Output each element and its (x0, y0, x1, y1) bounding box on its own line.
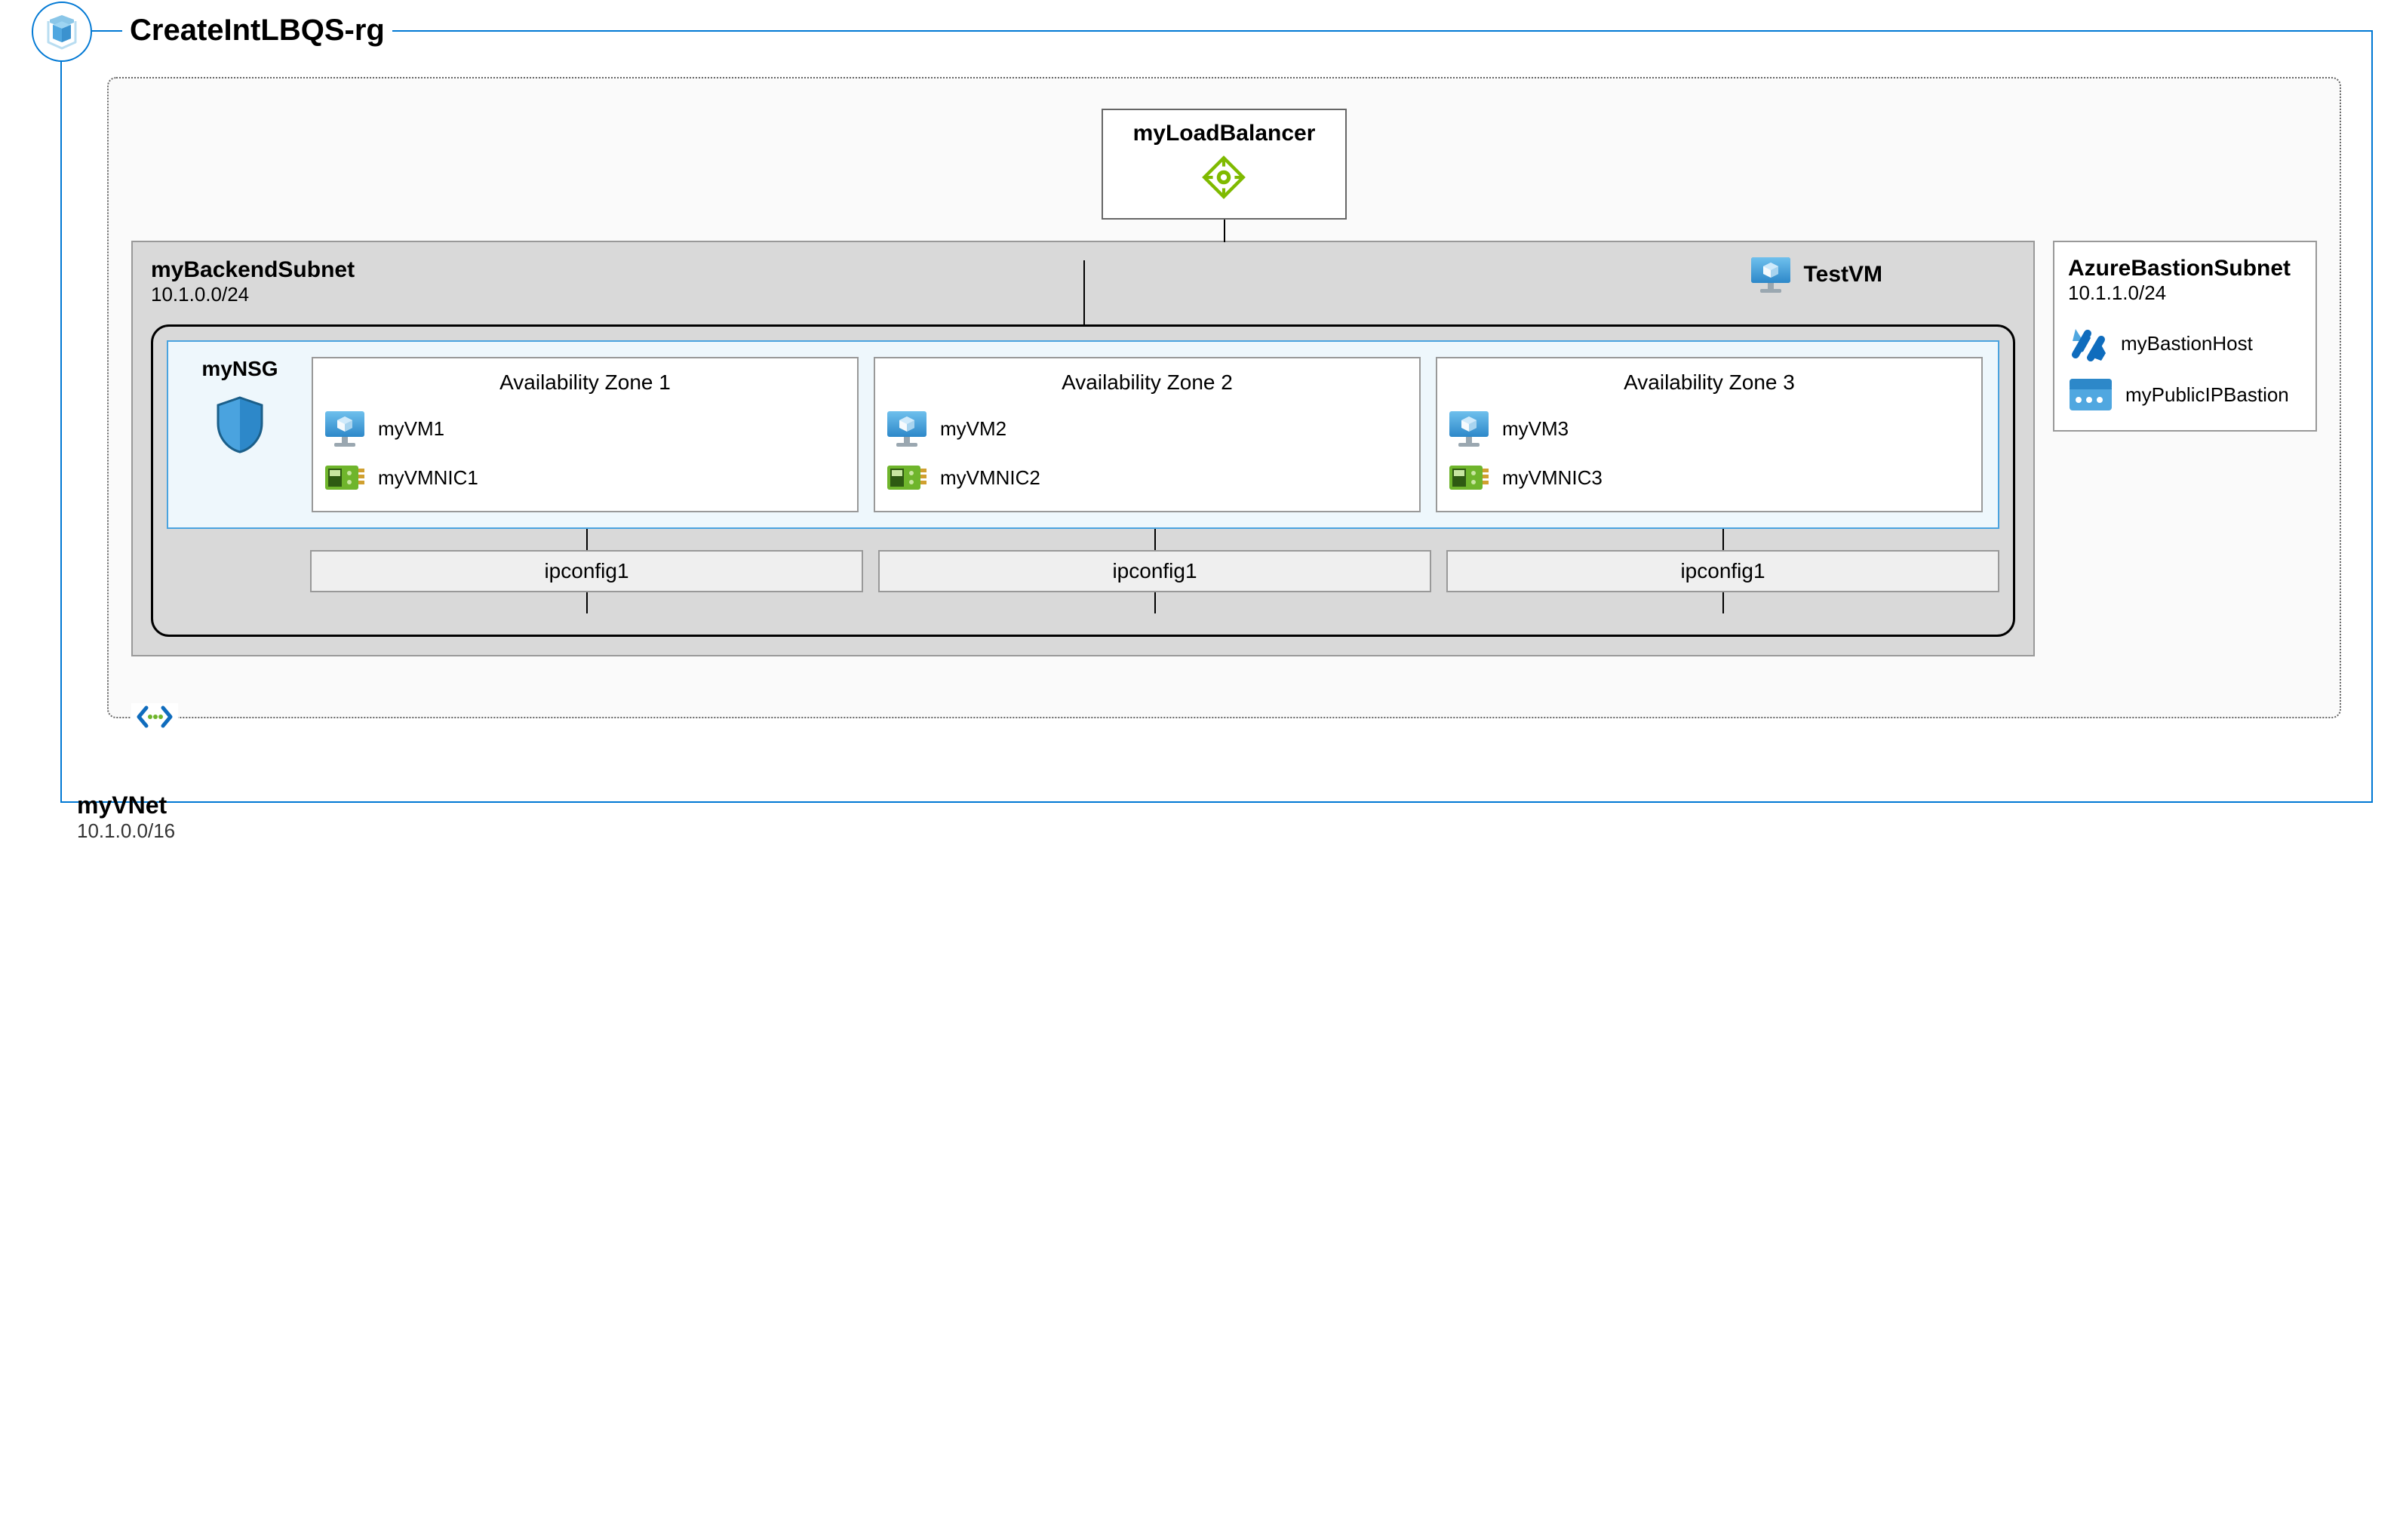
vnet-container: myLoadBalancer myBackendSubnet 10.1.0.0/… (107, 77, 2341, 718)
public-ip-icon (2068, 377, 2113, 412)
nic-label: myVMNIC2 (940, 466, 1040, 490)
nic-label: myVMNIC1 (378, 466, 478, 490)
nic-label: myVMNIC3 (1502, 466, 1603, 490)
vnet-icon (131, 703, 178, 730)
vm-icon (886, 410, 928, 447)
zone-title: Availability Zone 3 (1448, 370, 1971, 395)
vnet-label-group: myVNet 10.1.0.0/16 (77, 792, 175, 843)
nsg-title: myNSG (183, 357, 297, 381)
nsg-column: myNSG (183, 357, 297, 512)
test-vm-label: TestVM (1804, 262, 1882, 287)
vm-icon (324, 410, 366, 447)
bastion-host-row: myBastionHost (2068, 323, 2302, 364)
vm-label: myVM3 (1502, 417, 1569, 441)
resource-group-icon (32, 2, 92, 62)
ipconfig-box: ipconfig1 (878, 550, 1431, 592)
connector-row (167, 592, 1999, 613)
test-vm-group: TestVM (1750, 256, 1882, 294)
bastion-host-label: myBastionHost (2121, 332, 2253, 355)
backend-subnet-container: myBackendSubnet 10.1.0.0/24 TestVM myNSG (131, 241, 2035, 656)
zone-title: Availability Zone 2 (886, 370, 1409, 395)
ipconfig-box: ipconfig1 (310, 550, 863, 592)
availability-zone-box: Availability Zone 2 myVM2 myVMNIC2 (874, 357, 1421, 512)
vm-row: myVM3 (1448, 410, 1971, 447)
bastion-subnet-container: AzureBastionSubnet 10.1.1.0/24 myBastion… (2053, 241, 2317, 432)
connector-line (1083, 260, 1085, 327)
load-balancer-box: myLoadBalancer (1102, 109, 1347, 220)
nsg-container: myNSG Availability Zone 1 myVM1 m (151, 324, 2015, 637)
vm-row: myVM2 (886, 410, 1409, 447)
nic-row: myVMNIC3 (1448, 461, 1971, 494)
load-balancer-title: myLoadBalancer (1133, 121, 1316, 146)
ipconfig-box: ipconfig1 (1446, 550, 1999, 592)
nic-icon (1448, 461, 1490, 494)
public-ip-label: myPublicIPBastion (2125, 383, 2289, 407)
availability-zone-box: Availability Zone 1 myVM1 myVMNIC1 (312, 357, 859, 512)
availability-zone-box: Availability Zone 3 myVM3 myVMNIC3 (1436, 357, 1983, 512)
bastion-subnet-title: AzureBastionSubnet (2068, 256, 2302, 281)
public-ip-row: myPublicIPBastion (2068, 377, 2302, 412)
bastion-subnet-cidr: 10.1.1.0/24 (2068, 281, 2302, 305)
vm-label: myVM1 (378, 417, 444, 441)
vnet-cidr: 10.1.0.0/16 (77, 819, 175, 843)
nic-row: myVMNIC1 (324, 461, 847, 494)
nic-row: myVMNIC2 (886, 461, 1409, 494)
connector-row (167, 529, 1999, 550)
nic-icon (886, 461, 928, 494)
connector-line (1224, 220, 1225, 242)
resource-group-container: CreateIntLBQS-rg myLoadBalancer myBacken… (60, 30, 2373, 803)
vnet-title: myVNet (77, 792, 175, 819)
resource-group-title: CreateIntLBQS-rg (122, 14, 392, 48)
zone-title: Availability Zone 1 (324, 370, 847, 395)
nsg-inner-box: myNSG Availability Zone 1 myVM1 m (167, 340, 1999, 529)
vm-row: myVM1 (324, 410, 847, 447)
shield-icon (214, 395, 266, 455)
vm-icon (1448, 410, 1490, 447)
bastion-icon (2068, 323, 2109, 364)
load-balancer-icon (1199, 152, 1249, 202)
vm-icon (1750, 256, 1792, 294)
vm-label: myVM2 (940, 417, 1006, 441)
nic-icon (324, 461, 366, 494)
